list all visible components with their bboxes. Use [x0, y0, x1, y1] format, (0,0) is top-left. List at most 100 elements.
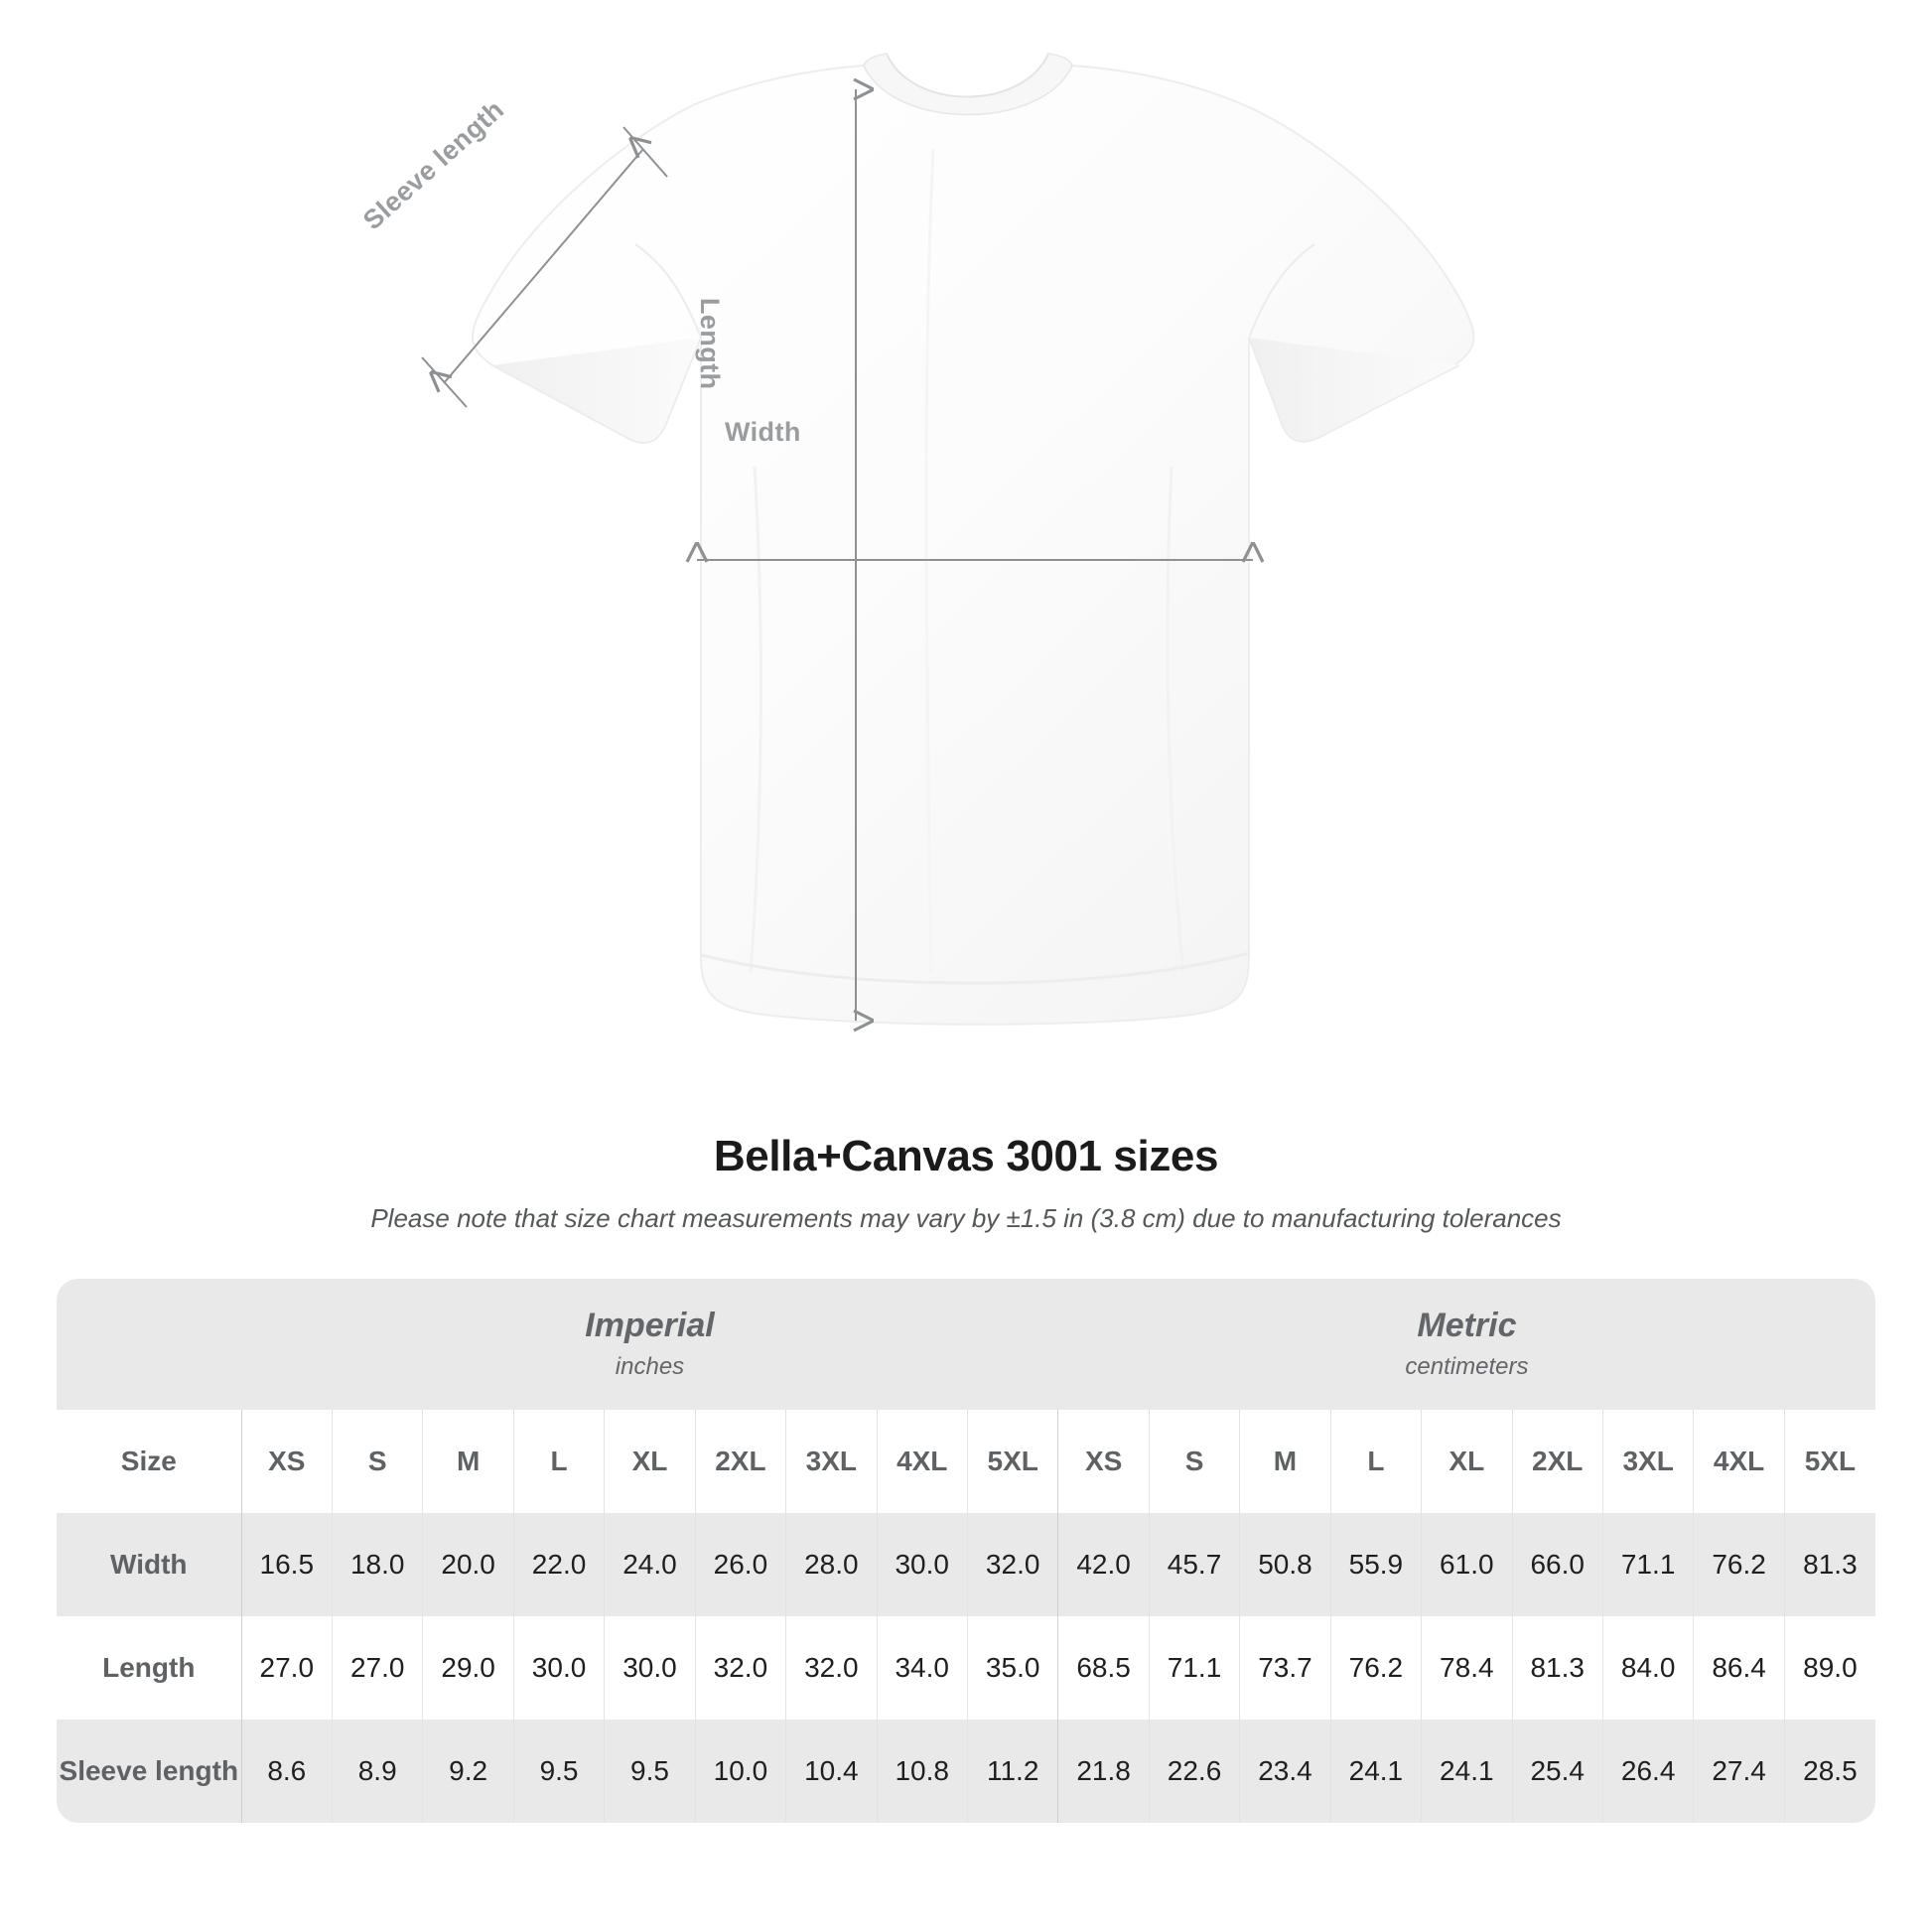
cell-sleeve-metric-3xl: 26.4: [1601, 1720, 1694, 1823]
unit-sub-imperial: inches: [615, 1352, 685, 1380]
cell-length-imperial-s: 27.0: [331, 1616, 423, 1720]
cell-length-imperial-5xl: 35.0: [966, 1616, 1058, 1720]
cell-length-metric-3xl: 84.0: [1601, 1616, 1694, 1720]
cell-width-imperial-m: 20.0: [422, 1513, 514, 1616]
size-header-metric-xs: XS: [1057, 1410, 1150, 1513]
cell-width-imperial-2xl: 26.0: [694, 1513, 786, 1616]
tshirt-shape: [472, 53, 1475, 1026]
cell-length-imperial-xs: 27.0: [240, 1616, 333, 1720]
unit-sub-metric: centimeters: [1405, 1352, 1529, 1380]
unit-header-imperial: Imperial inches: [241, 1279, 1058, 1410]
cell-sleeve-metric-xs: 21.8: [1057, 1720, 1150, 1823]
cell-width-imperial-5xl: 32.0: [966, 1513, 1058, 1616]
size-header-metric-5xl: 5XL: [1783, 1410, 1875, 1513]
size-header-imperial-5xl: 5XL: [966, 1410, 1058, 1513]
cell-width-metric-m: 50.8: [1239, 1513, 1331, 1616]
cell-length-imperial-xl: 30.0: [604, 1616, 696, 1720]
cell-sleeve-metric-l: 24.1: [1329, 1720, 1422, 1823]
chart-caption: Bella+Canvas 3001 sizes Please note that…: [0, 1132, 1932, 1234]
size-header-imperial-3xl: 3XL: [785, 1410, 878, 1513]
cell-width-metric-5xl: 81.3: [1783, 1513, 1875, 1616]
cell-width-imperial-4xl: 30.0: [876, 1513, 968, 1616]
tshirt-illustration: [421, 53, 1475, 1117]
cell-length-imperial-m: 29.0: [422, 1616, 514, 1720]
cell-width-metric-2xl: 66.0: [1511, 1513, 1603, 1616]
cell-sleeve-metric-2xl: 25.4: [1511, 1720, 1603, 1823]
unit-header-metric: Metric centimeters: [1057, 1279, 1875, 1410]
cell-length-imperial-4xl: 34.0: [876, 1616, 968, 1720]
cell-sleeve-imperial-5xl: 11.2: [966, 1720, 1058, 1823]
cell-sleeve-imperial-2xl: 10.0: [694, 1720, 786, 1823]
size-header-imperial-xl: XL: [604, 1410, 696, 1513]
size-header-row: Size XS S M L XL 2XL 3XL 4XL 5XL XS S M …: [57, 1410, 1875, 1513]
unit-banner-row: Imperial inches Metric centimeters: [57, 1279, 1875, 1410]
table-row-sleeve-length: Sleeve length 8.6 8.9 9.2 9.5 9.5 10.0 1…: [57, 1720, 1875, 1823]
cell-width-imperial-xl: 24.0: [604, 1513, 696, 1616]
unit-name-imperial: Imperial: [585, 1307, 715, 1345]
size-header-imperial-2xl: 2XL: [694, 1410, 786, 1513]
cell-sleeve-imperial-xl: 9.5: [604, 1720, 696, 1823]
cell-length-metric-s: 71.1: [1148, 1616, 1240, 1720]
unit-name-metric: Metric: [1417, 1307, 1517, 1345]
width-label: Width: [725, 417, 801, 447]
cell-sleeve-imperial-l: 9.5: [512, 1720, 605, 1823]
cell-width-metric-4xl: 76.2: [1693, 1513, 1785, 1616]
cell-length-metric-2xl: 81.3: [1511, 1616, 1603, 1720]
cell-width-imperial-3xl: 28.0: [785, 1513, 878, 1616]
size-header-imperial-s: S: [331, 1410, 423, 1513]
cell-sleeve-imperial-3xl: 10.4: [785, 1720, 878, 1823]
cell-width-imperial-s: 18.0: [331, 1513, 423, 1616]
size-header-metric-s: S: [1148, 1410, 1240, 1513]
cell-sleeve-imperial-m: 9.2: [422, 1720, 514, 1823]
cell-length-imperial-2xl: 32.0: [694, 1616, 786, 1720]
size-header-imperial-xs: XS: [240, 1410, 333, 1513]
tshirt-diagram: Sleeve length Length Width: [357, 53, 1475, 1117]
size-header-metric-2xl: 2XL: [1511, 1410, 1603, 1513]
cell-length-metric-5xl: 89.0: [1783, 1616, 1875, 1720]
table-row-width: Width 16.5 18.0 20.0 22.0 24.0 26.0 28.0…: [57, 1513, 1875, 1616]
page-title: Bella+Canvas 3001 sizes: [713, 1132, 1219, 1180]
cell-sleeve-imperial-xs: 8.6: [240, 1720, 333, 1823]
table-row-length: Length 27.0 27.0 29.0 30.0 30.0 32.0 32.…: [57, 1616, 1875, 1720]
cell-sleeve-metric-xl: 24.1: [1421, 1720, 1513, 1823]
cell-length-metric-4xl: 86.4: [1693, 1616, 1785, 1720]
row-label-sleeve-length: Sleeve length: [57, 1720, 242, 1823]
unit-corner-cell: [57, 1279, 242, 1410]
row-label-length: Length: [57, 1616, 242, 1720]
cell-length-metric-xs: 68.5: [1057, 1616, 1150, 1720]
cell-sleeve-metric-s: 22.6: [1148, 1720, 1240, 1823]
size-header-metric-m: M: [1239, 1410, 1331, 1513]
length-label: Length: [695, 298, 725, 390]
size-table-wrapper: Imperial inches Metric centimeters Size …: [57, 1279, 1875, 1823]
cell-width-imperial-xs: 16.5: [240, 1513, 333, 1616]
cell-length-metric-m: 73.7: [1239, 1616, 1331, 1720]
cell-width-metric-3xl: 71.1: [1601, 1513, 1694, 1616]
cell-length-metric-l: 76.2: [1329, 1616, 1422, 1720]
row-label-width: Width: [57, 1513, 242, 1616]
cell-length-imperial-3xl: 32.0: [785, 1616, 878, 1720]
cell-sleeve-imperial-4xl: 10.8: [876, 1720, 968, 1823]
sleeve-dimension-arrow: [421, 126, 668, 408]
cell-width-metric-s: 45.7: [1148, 1513, 1240, 1616]
size-header-imperial-4xl: 4XL: [876, 1410, 968, 1513]
cell-width-metric-xl: 61.0: [1421, 1513, 1513, 1616]
cell-sleeve-metric-4xl: 27.4: [1693, 1720, 1785, 1823]
size-header-metric-3xl: 3XL: [1601, 1410, 1694, 1513]
cell-sleeve-imperial-s: 8.9: [331, 1720, 423, 1823]
cell-width-metric-xs: 42.0: [1057, 1513, 1150, 1616]
size-header-metric-l: L: [1329, 1410, 1422, 1513]
size-corner-label: Size: [57, 1410, 242, 1513]
cell-sleeve-metric-5xl: 28.5: [1783, 1720, 1875, 1823]
cell-length-imperial-l: 30.0: [512, 1616, 605, 1720]
tolerance-note: Please note that size chart measurements…: [370, 1203, 1562, 1233]
size-header-metric-xl: XL: [1421, 1410, 1513, 1513]
cell-width-metric-l: 55.9: [1329, 1513, 1422, 1616]
size-chart-table: Imperial inches Metric centimeters Size …: [57, 1279, 1875, 1823]
size-header-imperial-l: L: [512, 1410, 605, 1513]
size-header-imperial-m: M: [422, 1410, 514, 1513]
cell-width-imperial-l: 22.0: [512, 1513, 605, 1616]
cell-sleeve-metric-m: 23.4: [1239, 1720, 1331, 1823]
size-header-metric-4xl: 4XL: [1693, 1410, 1785, 1513]
cell-length-metric-xl: 78.4: [1421, 1616, 1513, 1720]
